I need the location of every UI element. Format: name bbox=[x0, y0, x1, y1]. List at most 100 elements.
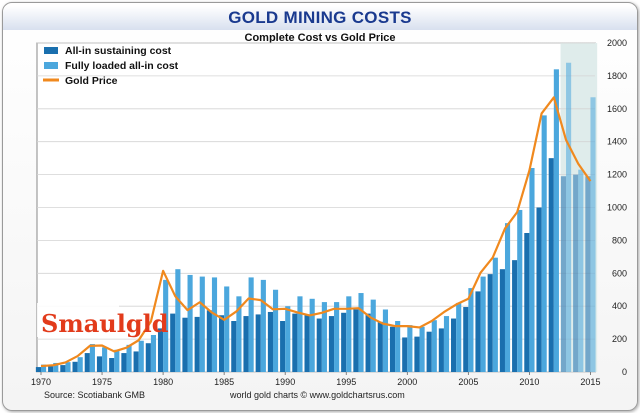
fully-loaded-bar-1995 bbox=[346, 296, 352, 372]
aisc-bar-1994 bbox=[328, 316, 335, 372]
aisc-bar-2014 bbox=[573, 174, 579, 372]
y-tick-label-1000: 1000 bbox=[607, 203, 627, 213]
aisc-bar-1971 bbox=[48, 366, 54, 372]
y-tick-label-1600: 1600 bbox=[607, 104, 627, 114]
x-tick-label-2010: 2010 bbox=[519, 377, 539, 387]
fully-loaded-bar-1970 bbox=[41, 364, 47, 372]
fully-loaded-bar-1987 bbox=[248, 277, 254, 372]
x-tick-label-2000: 2000 bbox=[397, 377, 417, 387]
fully-loaded-bar-1992 bbox=[309, 298, 315, 372]
fully-loaded-bar-2004 bbox=[456, 302, 462, 372]
fully-loaded-bar-1972 bbox=[65, 362, 71, 372]
fully-loaded-bar-1999 bbox=[395, 321, 401, 372]
aisc-bar-1976 bbox=[109, 358, 115, 372]
aisc-bar-2005 bbox=[463, 307, 469, 372]
chart-title: GOLD MINING COSTS bbox=[3, 6, 637, 30]
fully-loaded-bar-1991 bbox=[297, 296, 303, 372]
fully-loaded-bar-2003 bbox=[443, 316, 450, 372]
legend-gold-price-label: Gold Price bbox=[65, 75, 118, 87]
aisc-bar-1982 bbox=[182, 317, 188, 372]
aisc-bar-1972 bbox=[60, 365, 66, 372]
aisc-bar-1993 bbox=[316, 318, 322, 372]
fully-loaded-bar-1994 bbox=[334, 302, 340, 372]
aisc-bar-2015 bbox=[585, 176, 591, 372]
smaulgld-logo: Smaulgld bbox=[37, 303, 169, 338]
aisc-bar-1973 bbox=[72, 361, 78, 372]
x-tick-label-1995: 1995 bbox=[336, 377, 356, 387]
fully-loaded-bar-1975 bbox=[102, 347, 108, 372]
fully-loaded-bar-1982 bbox=[187, 274, 193, 372]
fully-loaded-bar-1973 bbox=[77, 357, 83, 372]
aisc-bar-2002 bbox=[426, 331, 432, 372]
fully-loaded-bar-2015 bbox=[590, 97, 596, 372]
fully-loaded-bar-1998 bbox=[382, 309, 389, 372]
aisc-bar-1974 bbox=[84, 353, 90, 372]
aisc-bar-1970 bbox=[35, 367, 41, 372]
aisc-bar-1997 bbox=[365, 313, 371, 372]
fully-loaded-bar-2012 bbox=[553, 69, 559, 372]
aisc-bar-2003 bbox=[438, 328, 444, 372]
aisc-bar-1988 bbox=[255, 314, 261, 372]
fully-loaded-bar-1974 bbox=[89, 344, 95, 372]
aisc-bar-1979 bbox=[145, 343, 151, 372]
aisc-bar-1986 bbox=[231, 321, 237, 372]
aisc-bar-1978 bbox=[133, 351, 139, 372]
fully-loaded-bar-2011 bbox=[541, 115, 547, 372]
fully-loaded-bar-1996 bbox=[358, 293, 364, 372]
fully-loaded-bar-1977 bbox=[126, 344, 132, 372]
fully-loaded-bar-1980 bbox=[163, 279, 169, 372]
fully-loaded-bar-2009 bbox=[517, 209, 523, 372]
logo-text: Smaulgld bbox=[41, 309, 169, 338]
fully-loaded-bar-1990 bbox=[285, 306, 291, 372]
fully-loaded-bar-1985 bbox=[224, 286, 230, 372]
credit-note: world gold charts © www.goldchartsrus.co… bbox=[230, 390, 405, 400]
fully-loaded-bar-2010 bbox=[529, 168, 535, 372]
gold-mining-costs-chart: 0 200 400 600 800 1000 1200 1400 1600 1800 2000 19… bbox=[31, 38, 627, 387]
gold-price-line bbox=[40, 96, 592, 368]
fully-loaded-bar-1978 bbox=[138, 340, 144, 372]
x-axis-ticks: 1970 1975 1980 1985 1990 1995 2000 2005 2010 2015 bbox=[31, 372, 600, 387]
y-tick-label-600: 600 bbox=[612, 268, 627, 278]
source-note: Source: Scotiabank GMB bbox=[44, 390, 146, 400]
y-tick-label-200: 200 bbox=[612, 334, 627, 344]
fully-loaded-bar-1997 bbox=[370, 299, 376, 372]
aisc-bar-1981 bbox=[170, 313, 176, 372]
aisc-bar-1991 bbox=[292, 313, 298, 372]
x-tick-label-2005: 2005 bbox=[458, 377, 478, 387]
y-tick-label-1400: 1400 bbox=[607, 137, 627, 147]
aisc-bar-2013 bbox=[560, 176, 567, 372]
fully-loaded-bar-2002 bbox=[431, 320, 437, 372]
legend: All-in sustaining cost Fully loaded all-i… bbox=[43, 45, 179, 87]
aisc-bar-1996 bbox=[353, 309, 359, 372]
x-tick-label-1985: 1985 bbox=[214, 377, 234, 387]
y-tick-label-0: 0 bbox=[622, 367, 627, 377]
fully-loaded-bar-2008 bbox=[504, 223, 511, 372]
x-tick-label-1970: 1970 bbox=[31, 377, 51, 387]
legend-fully-loaded-all-in-cost-label: Fully loaded all-in cost bbox=[65, 60, 179, 72]
chart-subtitle: Complete Cost vs Gold Price bbox=[244, 32, 396, 44]
aisc-bar-2011 bbox=[536, 207, 542, 372]
fully-loaded-bar-2005 bbox=[468, 288, 474, 372]
x-tick-label-1980: 1980 bbox=[153, 377, 173, 387]
fully-loaded-bar-1979 bbox=[150, 334, 157, 372]
aisc-bar-2004 bbox=[451, 318, 457, 372]
x-tick-label-1975: 1975 bbox=[92, 377, 112, 387]
aisc-bar-2006 bbox=[475, 291, 481, 372]
aisc-bar-2000 bbox=[402, 337, 408, 372]
y-tick-label-1200: 1200 bbox=[607, 170, 627, 180]
y-tick-label-2000: 2000 bbox=[607, 38, 627, 48]
legend-all-in-sustaining-cost-label: All-in sustaining cost bbox=[65, 45, 172, 57]
fully-loaded-bar-1993 bbox=[321, 302, 327, 372]
fully-loaded-bar-1986 bbox=[236, 296, 242, 372]
aisc-bar-2001 bbox=[414, 336, 420, 372]
x-tick-label-1990: 1990 bbox=[275, 377, 295, 387]
aisc-bar-1989 bbox=[267, 311, 273, 372]
fully-loaded-bar-2014 bbox=[578, 169, 584, 372]
fully-loaded-bar-2006 bbox=[480, 276, 486, 372]
aisc-bar-1983 bbox=[194, 316, 200, 372]
fully-loaded-bar-2007 bbox=[492, 257, 498, 372]
aisc-bar-1995 bbox=[341, 312, 347, 372]
aisc-bar-2010 bbox=[524, 232, 530, 372]
fully-loaded-bar-2000 bbox=[407, 325, 413, 372]
